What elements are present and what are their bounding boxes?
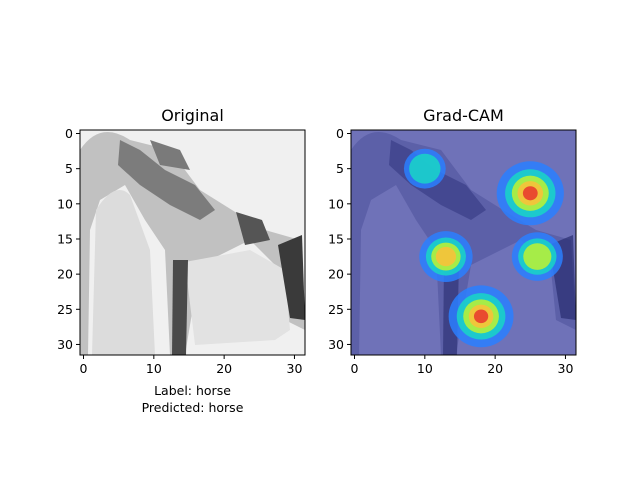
original-xtick-label: 0 [80,361,88,376]
original-ticks: 0 10 20 30 0 5 10 15 20 25 30 [57,126,302,376]
original-xtick-label: 20 [216,361,232,376]
hotspot-2 [448,285,514,348]
gradcam-panel: Grad-CAM 0 10 20 30 0 5 10 15 20 25 30 [328,106,577,376]
hotspot-3 [419,231,473,282]
original-title: Original [161,106,224,125]
gradcam-ytick-label: 0 [336,126,344,141]
predicted-caption: Predicted: horse [142,400,244,415]
hotspot-ring [473,309,489,324]
hotspot-ring [523,243,552,270]
original-xtick-label: 30 [287,361,303,376]
gradcam-hotspots [403,148,564,348]
gradcam-ticks: 0 10 20 30 0 5 10 15 20 25 30 [328,126,573,376]
gradcam-ytick-label: 10 [328,196,344,211]
gradcam-ytick-label: 15 [328,231,344,246]
label-caption: Label: horse [154,383,231,398]
original-axes-frame [79,129,306,356]
original-ytick-label: 15 [57,231,73,246]
gradcam-xtick-label: 20 [487,361,503,376]
original-ytick-label: 0 [65,126,73,141]
gradcam-axes-frame [350,129,577,356]
original-ytick-label: 25 [57,302,73,317]
original-ytick-label: 10 [57,196,73,211]
original-xtick-label: 10 [146,361,162,376]
gradcam-xtick-label: 30 [558,361,574,376]
hotspot-5 [403,148,446,189]
hotspot-4 [511,232,563,281]
gradcam-ytick-label: 5 [336,161,344,176]
gradcam-ytick-label: 30 [328,337,344,352]
original-ytick-label: 30 [57,337,73,352]
hotspot-1 [496,161,564,226]
hotspot-ring [435,246,457,267]
hotspot-ring [522,186,538,201]
gradcam-xtick-label: 10 [417,361,433,376]
original-ytick-label: 20 [57,267,73,282]
original-panel: Original 0 10 20 30 0 5 10 15 20 25 30 Label: hors… [57,106,306,415]
original-ytick-label: 5 [65,161,73,176]
hotspot-ring [409,153,441,184]
gradcam-image [351,130,576,355]
gradcam-ytick-label: 25 [328,302,344,317]
gradcam-xtick-label: 0 [351,361,359,376]
gradcam-ytick-label: 20 [328,267,344,282]
original-image [80,130,305,355]
gradcam-title: Grad-CAM [423,106,504,125]
